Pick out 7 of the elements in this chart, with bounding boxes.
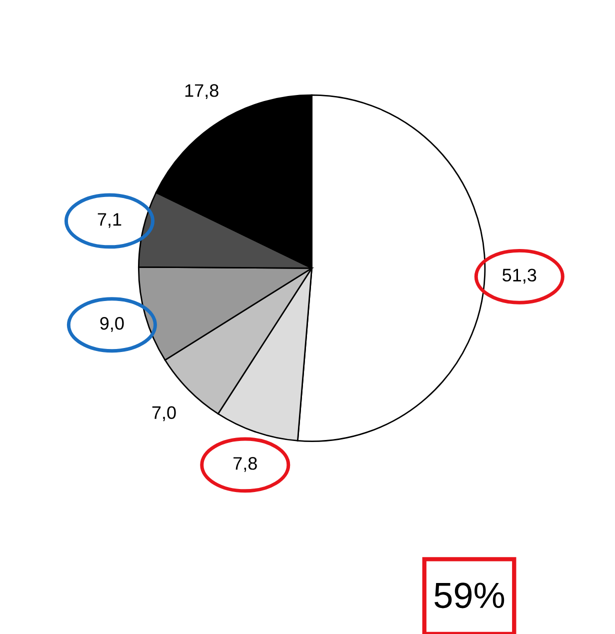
data-label: 9,0 xyxy=(100,316,124,332)
data-label: 7,0 xyxy=(152,406,176,422)
data-label: 7,8 xyxy=(234,457,257,472)
data-label: 7,1 xyxy=(98,213,122,228)
text: 59% xyxy=(434,582,504,608)
data-label: 51,3 xyxy=(502,268,536,284)
data-label: 17,8 xyxy=(185,84,218,100)
